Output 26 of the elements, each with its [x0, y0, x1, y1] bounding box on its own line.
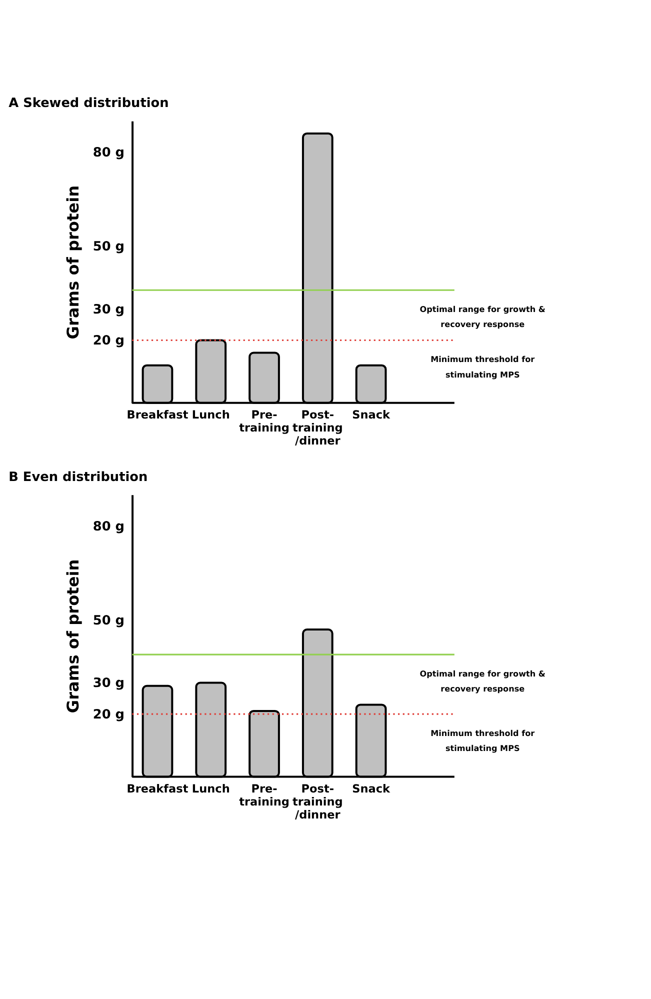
y-axis-title: Grams of protein [63, 185, 82, 340]
y-tick-label: 30 g [92, 676, 124, 692]
y-tick-label: 50 g [92, 240, 124, 255]
y-tick-label: 30 g [92, 302, 124, 318]
y-axis-title: Grams of protein [63, 559, 82, 714]
y-tick-label: 80 g [92, 520, 124, 535]
x-tick-label: Post- training /dinner [292, 408, 343, 448]
y-tick-label: 50 g [92, 614, 124, 629]
x-tick-label: Lunch [192, 408, 230, 422]
ref-line-label: Optimal range for growth & recovery response [420, 669, 546, 694]
y-tick-label: 20 g [92, 708, 124, 723]
ref-line-label: Minimum threshold for stimulating MPS [430, 728, 535, 754]
x-tick-label: Snack [352, 782, 391, 796]
x-tick-label: Lunch [192, 782, 230, 796]
x-tick-label: Pre- training [239, 782, 290, 808]
chart-title: A Skewed distribution [8, 96, 169, 112]
chart-title: B Even distribution [8, 470, 148, 486]
ref-line-label: Minimum threshold for stimulating MPS [430, 355, 535, 380]
y-tick-label: 20 g [92, 334, 124, 349]
ref-line-label: Optimal range for growth & recovery response [420, 304, 546, 330]
x-tick-label: Snack [352, 408, 391, 422]
y-tick-label: 80 g [92, 146, 124, 161]
x-tick-label: Post- training /dinner [292, 782, 343, 822]
x-tick-label: Pre- training [239, 408, 290, 435]
x-tick-label: Breakfast [126, 782, 189, 796]
x-tick-label: Breakfast [126, 408, 189, 422]
